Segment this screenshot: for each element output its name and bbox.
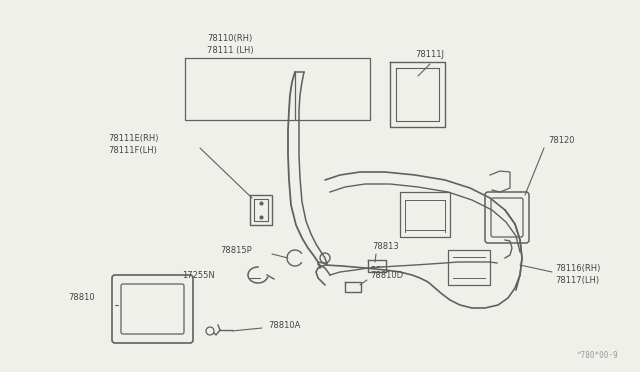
- Text: ^780*00·9: ^780*00·9: [577, 351, 618, 360]
- Text: 78810: 78810: [68, 294, 95, 302]
- Bar: [400, 192, 450, 237]
- Text: 78813: 78813: [372, 241, 399, 250]
- Text: 78810A: 78810A: [268, 321, 300, 330]
- Text: 78111 (LH): 78111 (LH): [207, 45, 253, 55]
- Text: 78120: 78120: [548, 135, 575, 144]
- Text: 78111E(RH): 78111E(RH): [108, 134, 159, 142]
- Text: 78111J: 78111J: [415, 49, 444, 58]
- Bar: [448, 250, 490, 285]
- Text: 78111F(LH): 78111F(LH): [108, 145, 157, 154]
- Text: 17255N: 17255N: [182, 270, 215, 279]
- Text: 78810D: 78810D: [370, 272, 403, 280]
- Text: 78815P: 78815P: [220, 246, 252, 254]
- Text: 78117(LH): 78117(LH): [555, 276, 599, 285]
- Text: 78110(RH): 78110(RH): [207, 33, 253, 42]
- Text: 78116(RH): 78116(RH): [555, 263, 600, 273]
